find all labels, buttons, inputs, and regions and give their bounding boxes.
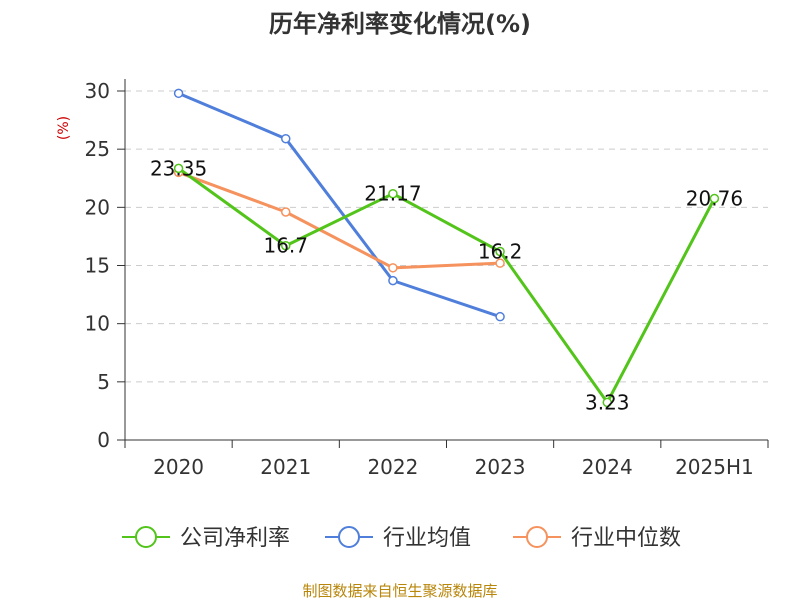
legend-swatch-marker	[526, 526, 548, 548]
series-layer: 23.35 16.7 21.17 16.2 3.23 20.76	[150, 88, 743, 414]
data-point	[388, 188, 398, 199]
data-point	[388, 275, 398, 286]
x-tick-label: 2023	[475, 455, 526, 479]
y-tick-label: 5	[97, 370, 110, 394]
data-label: 16.2	[478, 240, 523, 264]
y-tick-label: 30	[85, 79, 110, 103]
x-tick-label: 2021	[260, 455, 311, 479]
y-tick-label: 15	[85, 254, 110, 278]
data-point	[173, 88, 184, 99]
y-axis-label: (%)	[56, 116, 72, 140]
data-point	[173, 163, 184, 174]
series-line	[178, 171, 501, 270]
chart-title: 历年净利率变化情况(%)	[269, 10, 531, 38]
data-label: 21.17	[364, 182, 421, 206]
data-label: 20.76	[686, 186, 743, 210]
data-point	[709, 193, 720, 204]
data-point	[281, 133, 291, 144]
axes: 0 5 10 15 20 25 30 2020 2021 2022 2023 2024 2025H1	[85, 79, 769, 479]
legend-label: 行业中位数	[571, 526, 681, 551]
y-tick-label: 10	[85, 312, 110, 336]
x-tick-label: 2024	[582, 455, 633, 479]
legend-label: 公司净利率	[180, 526, 290, 551]
legend-label: 行业均值	[383, 526, 471, 551]
source-note: 制图数据来自恒生聚源数据库	[302, 582, 497, 600]
series-line	[177, 91, 501, 319]
data-label: 23.35	[150, 156, 207, 180]
data-label: 3.23	[585, 390, 630, 414]
y-tick-label: 0	[97, 428, 110, 452]
y-tick-label: 20	[85, 195, 110, 219]
data-point	[281, 207, 291, 217]
data-point	[495, 311, 505, 322]
x-tick-label: 2025H1	[675, 455, 754, 479]
legend: 公司净利率 行业均值 行业中位数	[122, 526, 681, 551]
series-line	[177, 167, 716, 404]
data-point	[495, 258, 505, 268]
data-point	[495, 246, 505, 257]
y-tick-label: 25	[85, 137, 110, 161]
data-point	[388, 263, 398, 273]
legend-swatch-marker	[135, 526, 157, 548]
data-label: 16.7	[263, 234, 308, 258]
data-point	[281, 240, 291, 251]
data-point	[602, 397, 612, 408]
x-tick-label: 2022	[367, 455, 418, 479]
legend-swatch-marker	[338, 526, 360, 548]
x-tick-label: 2020	[153, 455, 204, 479]
grid-lines	[125, 90, 768, 383]
